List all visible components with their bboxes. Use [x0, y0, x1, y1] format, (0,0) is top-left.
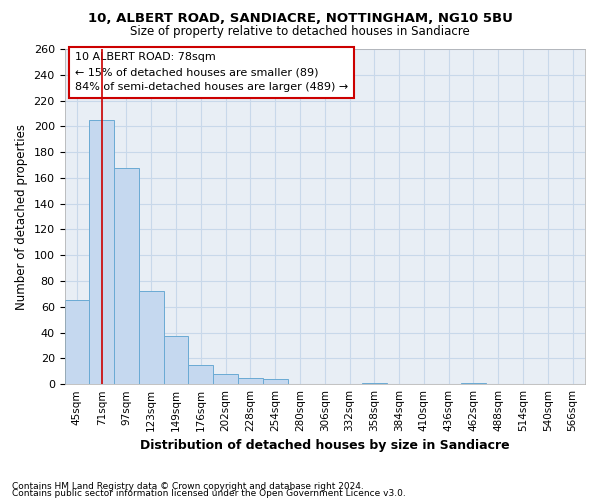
Bar — [238, 378, 263, 384]
Text: 10 ALBERT ROAD: 78sqm
← 15% of detached houses are smaller (89)
84% of semi-deta: 10 ALBERT ROAD: 78sqm ← 15% of detached … — [75, 52, 348, 92]
Bar — [114, 168, 139, 384]
Y-axis label: Number of detached properties: Number of detached properties — [15, 124, 28, 310]
Bar — [89, 120, 114, 384]
Bar — [213, 374, 238, 384]
Bar — [461, 383, 486, 384]
Bar — [362, 383, 387, 384]
Text: Contains HM Land Registry data © Crown copyright and database right 2024.: Contains HM Land Registry data © Crown c… — [12, 482, 364, 491]
Bar — [139, 292, 164, 384]
Text: 10, ALBERT ROAD, SANDIACRE, NOTTINGHAM, NG10 5BU: 10, ALBERT ROAD, SANDIACRE, NOTTINGHAM, … — [88, 12, 512, 26]
Bar — [65, 300, 89, 384]
Text: Contains public sector information licensed under the Open Government Licence v3: Contains public sector information licen… — [12, 490, 406, 498]
X-axis label: Distribution of detached houses by size in Sandiacre: Distribution of detached houses by size … — [140, 440, 509, 452]
Bar — [164, 336, 188, 384]
Text: Size of property relative to detached houses in Sandiacre: Size of property relative to detached ho… — [130, 25, 470, 38]
Bar — [263, 379, 287, 384]
Bar — [188, 365, 213, 384]
